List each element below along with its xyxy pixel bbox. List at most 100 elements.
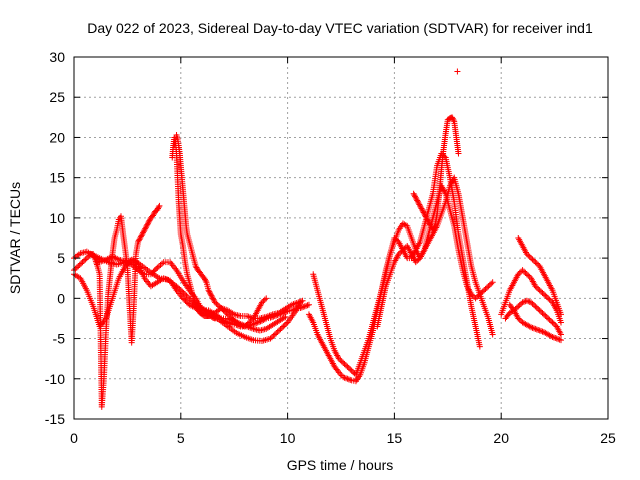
data-point [342,362,349,369]
data-point [142,225,149,232]
data-point [412,194,419,201]
data-point [535,326,542,333]
data-point [184,294,191,301]
data-point [525,298,532,305]
data-point [455,150,462,157]
data-point [536,307,543,314]
data-point [340,374,347,381]
data-point [469,292,476,299]
data-point [183,299,190,306]
data-point [135,237,142,244]
data-point [211,299,218,306]
data-point [548,318,555,325]
data-point [424,216,431,223]
data-point [277,326,284,333]
x-tick-label: 15 [387,430,403,446]
data-point [417,202,424,209]
data-point [536,327,543,334]
data-point [260,298,267,305]
data-point [79,259,86,266]
data-point [412,259,419,266]
data-points [71,68,565,410]
data-point [268,314,275,321]
data-point [533,284,540,291]
data-point [395,251,402,258]
data-point [553,335,560,342]
data-point [519,267,526,274]
data-point [479,288,486,295]
data-point [417,204,424,211]
data-point [422,213,429,220]
data-point [533,304,540,311]
data-point [416,201,423,208]
data-point [278,324,285,331]
data-point [278,310,285,317]
plot-frame [73,56,609,420]
data-point [414,198,421,205]
data-point [523,271,530,278]
data-point [291,306,298,313]
data-point [350,369,357,376]
data-point [258,299,265,306]
data-point [224,311,231,318]
data-point [425,218,432,225]
data-point [244,320,251,327]
y-tick-label: -15 [45,411,65,427]
data-point [273,312,280,319]
data-point [223,318,230,325]
data-point [347,376,354,383]
data-point [430,225,437,232]
data-point [297,299,304,306]
data-point [550,334,557,341]
data-point [85,253,92,260]
data-point [254,319,261,326]
data-point [214,302,221,309]
data-point [426,220,433,227]
data-point [552,335,559,342]
data-point [344,363,351,370]
data-point [270,313,277,320]
data-point [267,335,274,342]
x-axis-label: GPS time / hours [287,457,394,473]
data-point [224,319,231,326]
data-point [422,212,429,219]
data-point [519,299,526,306]
data-point [257,318,264,325]
data-point [449,115,456,122]
data-point [202,277,209,284]
data-point [261,316,268,323]
data-point [301,303,308,310]
data-point [558,311,565,318]
data-point [283,308,290,315]
data-point [538,288,545,295]
data-point [276,311,283,318]
data-point [192,263,199,270]
data-point [280,309,287,316]
data-point [533,260,540,267]
data-point [229,315,236,322]
data-point [268,334,275,341]
data-point [280,323,287,330]
data-point [141,226,148,233]
data-point [210,296,217,303]
data-point [485,283,492,290]
data-point [213,300,220,307]
x-tick-label: 10 [280,430,296,446]
data-point [298,304,305,311]
data-point [140,228,147,235]
data-point [427,221,433,228]
data-point [143,222,150,229]
data-point [423,214,430,221]
series-sat-i [374,174,496,338]
data-point [271,331,278,338]
y-tick-label: 10 [49,210,65,226]
data-point [398,248,405,255]
y-tick-label: 15 [49,170,65,186]
data-point [429,226,436,233]
data-point [481,287,488,294]
data-point [538,308,545,315]
data-point [337,357,344,364]
data-point [555,336,562,343]
data-point [414,257,421,264]
data-point [401,245,408,252]
